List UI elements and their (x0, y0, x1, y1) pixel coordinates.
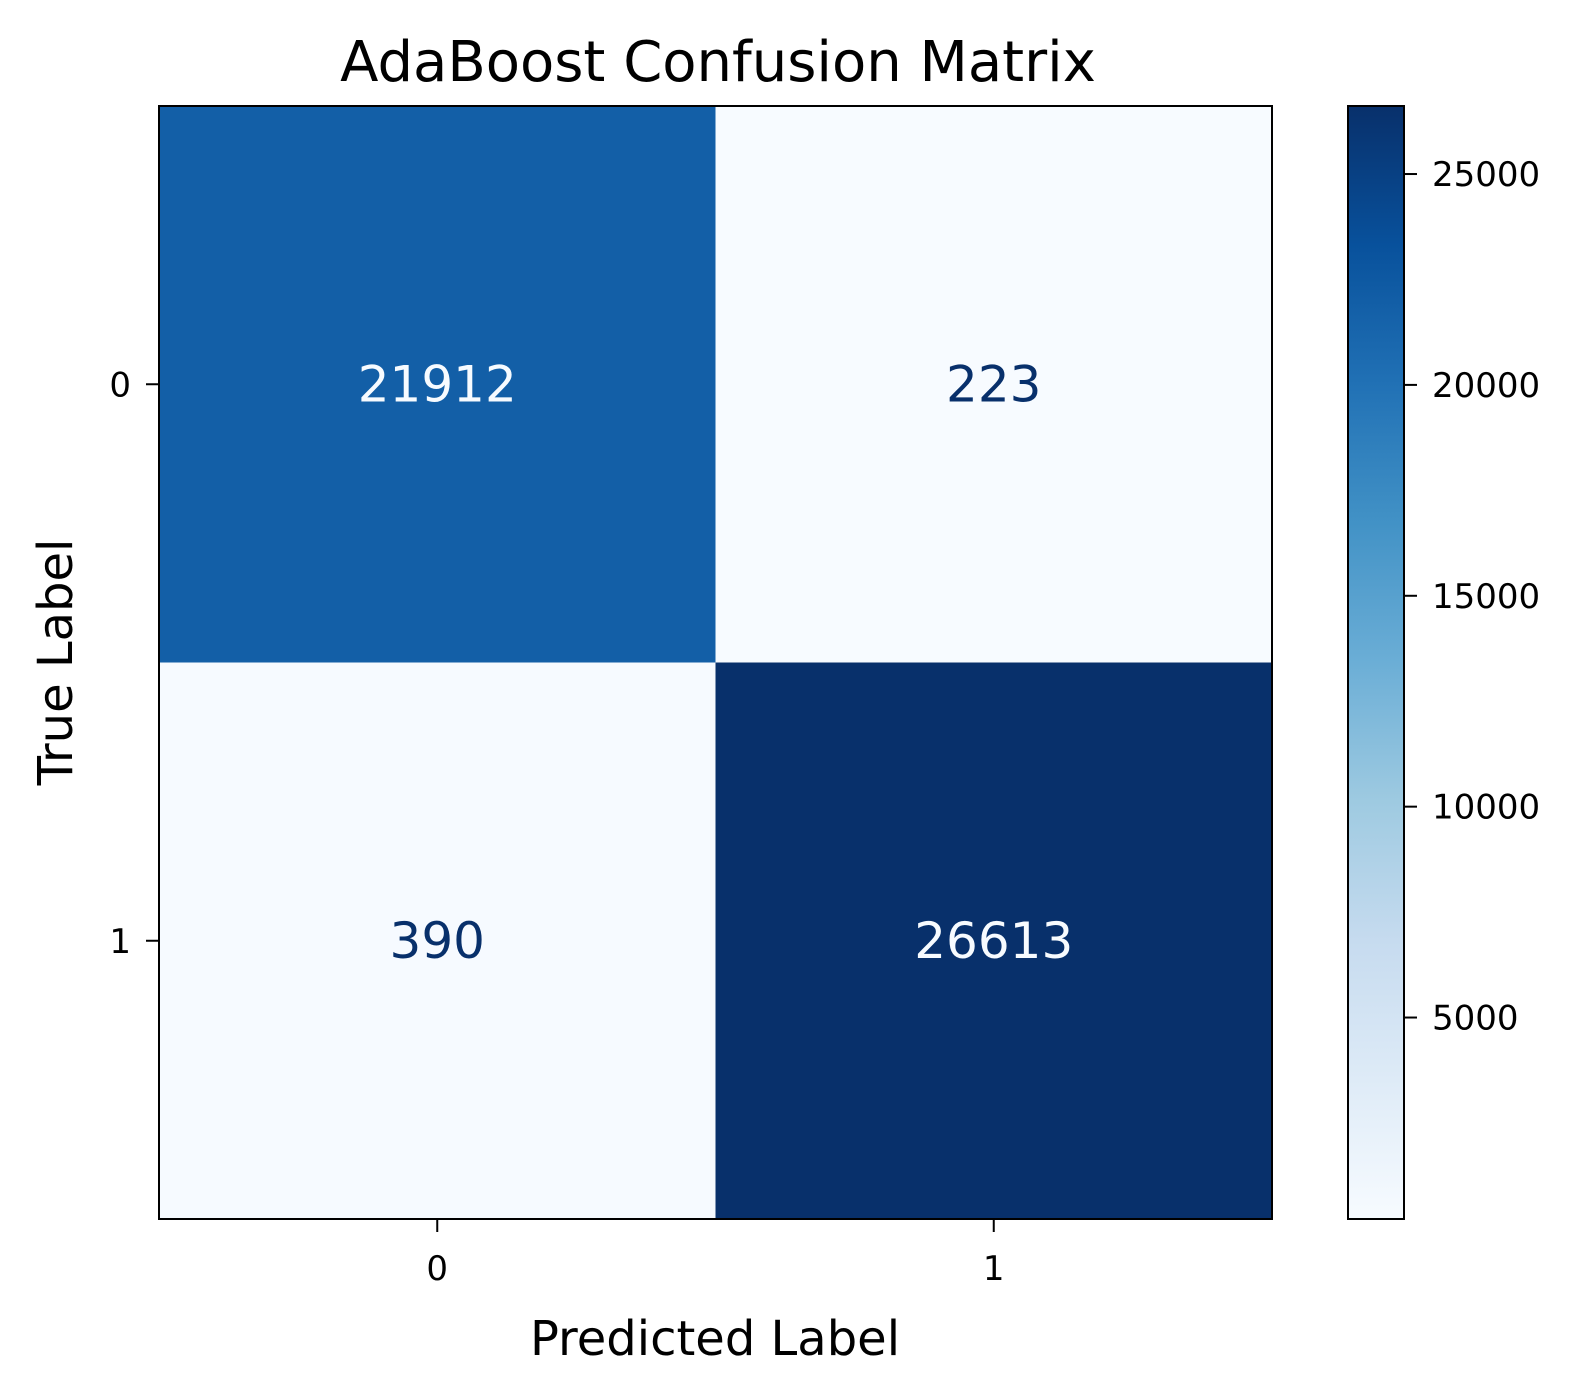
heatmap-cell-r0-c1 (715, 106, 1273, 663)
x-axis-label: Predicted Label (530, 1311, 900, 1367)
heatmap-cell-r1-c1 (715, 662, 1273, 1220)
x-tick-label: 1 (983, 1249, 1005, 1289)
heatmap-cell-labels: 21912 223 390 26613 (358, 355, 1074, 970)
plot-frame (158, 105, 1273, 1220)
y-tick-label: 0 (109, 365, 131, 405)
chart-title: AdaBoost Confusion Matrix (340, 30, 1096, 95)
cell-value-label: 390 (390, 912, 485, 970)
colorbar-tick-label: 5000 (1432, 999, 1519, 1039)
colorbar-tick-label: 20000 (1432, 366, 1540, 406)
heatmap-cells (159, 106, 1273, 1220)
y-tick-label: 1 (109, 922, 131, 962)
heatmap-cell-r0-c0 (159, 106, 716, 663)
x-tick-label: 0 (426, 1249, 448, 1289)
heatmap-cell-r1-c0 (159, 662, 716, 1220)
colorbar-tick-label: 15000 (1432, 577, 1540, 617)
y-axis-ticks: 01 (109, 365, 159, 962)
colorbar (1347, 105, 1405, 1220)
colorbar-ticks: 5000 10000 15000 20000 25000 (1404, 155, 1540, 1039)
y-axis-label: True Label (28, 539, 84, 787)
colorbar-tick-label: 25000 (1432, 155, 1540, 195)
colorbar-tick-label: 10000 (1432, 788, 1540, 828)
cell-value-label: 21912 (358, 355, 517, 413)
cell-value-label: 26613 (914, 912, 1073, 970)
cell-value-label: 223 (946, 355, 1041, 413)
